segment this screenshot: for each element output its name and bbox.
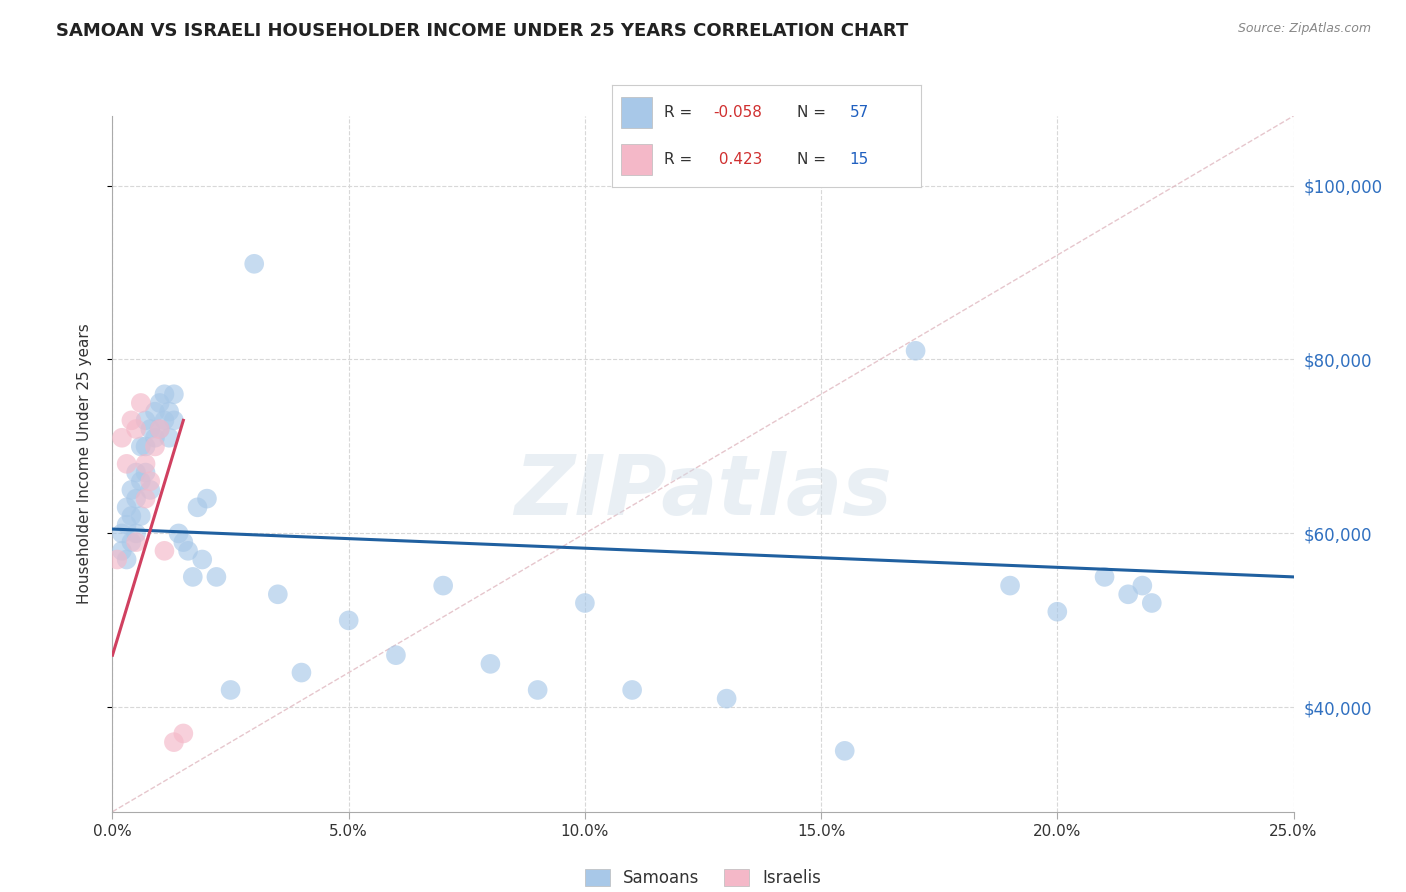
Point [143, 431, 166, 445]
Point [716, 691, 738, 706]
Point [1140, 596, 1163, 610]
Point [115, 500, 138, 515]
Point [177, 544, 200, 558]
Point [135, 491, 157, 506]
Point [479, 657, 502, 671]
Point [125, 466, 148, 480]
Text: N =: N = [797, 105, 831, 120]
Point [115, 457, 138, 471]
Point [574, 596, 596, 610]
Point [139, 422, 162, 436]
Point [129, 508, 152, 523]
Text: SAMOAN VS ISRAELI HOUSEHOLDER INCOME UNDER 25 YEARS CORRELATION CHART: SAMOAN VS ISRAELI HOUSEHOLDER INCOME UND… [56, 22, 908, 40]
Point [167, 526, 190, 541]
Point [337, 614, 360, 628]
Point [120, 535, 142, 549]
Point [157, 405, 180, 419]
Point [1130, 579, 1153, 593]
Point [149, 422, 172, 436]
Point [163, 413, 186, 427]
Point [834, 744, 856, 758]
Text: R =: R = [664, 105, 697, 120]
Point [621, 683, 644, 698]
Point [143, 440, 166, 454]
Point [1094, 570, 1116, 584]
Text: Source: ZipAtlas.com: Source: ZipAtlas.com [1237, 22, 1371, 36]
Point [120, 508, 142, 523]
Text: -0.058: -0.058 [714, 105, 762, 120]
Point [219, 683, 242, 698]
Point [105, 552, 128, 566]
Point [157, 431, 180, 445]
Point [120, 483, 142, 497]
FancyBboxPatch shape [621, 145, 652, 175]
Point [111, 526, 134, 541]
Point [153, 387, 176, 401]
Point [205, 570, 228, 584]
Point [153, 413, 176, 427]
Point [172, 535, 194, 549]
Point [149, 422, 172, 436]
Point [181, 570, 204, 584]
Point [243, 257, 266, 271]
Point [385, 648, 408, 662]
Point [135, 466, 157, 480]
Point [186, 500, 208, 515]
Point [163, 387, 186, 401]
Point [998, 579, 1021, 593]
Point [135, 413, 157, 427]
Point [129, 396, 152, 410]
Text: N =: N = [797, 153, 831, 167]
Point [135, 440, 157, 454]
Point [125, 422, 148, 436]
Point [149, 396, 172, 410]
Point [139, 475, 162, 489]
Text: 15: 15 [849, 153, 869, 167]
Point [432, 579, 454, 593]
Point [195, 491, 218, 506]
Point [129, 440, 152, 454]
Point [115, 517, 138, 532]
Point [1046, 605, 1069, 619]
Point [163, 735, 186, 749]
Point [111, 544, 134, 558]
Point [143, 405, 166, 419]
Point [120, 413, 142, 427]
Text: ZIPatlas: ZIPatlas [515, 451, 891, 533]
Point [115, 552, 138, 566]
Point [111, 431, 134, 445]
Point [290, 665, 312, 680]
Point [125, 491, 148, 506]
Text: R =: R = [664, 153, 697, 167]
Point [125, 535, 148, 549]
Point [125, 526, 148, 541]
Y-axis label: Householder Income Under 25 years: Householder Income Under 25 years [77, 324, 91, 604]
Point [139, 483, 162, 497]
Point [172, 726, 194, 740]
Point [267, 587, 290, 601]
Point [191, 552, 214, 566]
Point [129, 475, 152, 489]
Text: 57: 57 [849, 105, 869, 120]
FancyBboxPatch shape [621, 97, 652, 128]
Point [153, 544, 176, 558]
Point [1116, 587, 1139, 601]
Point [526, 683, 548, 698]
Point [135, 457, 157, 471]
Text: 0.423: 0.423 [714, 153, 762, 167]
Point [904, 343, 927, 358]
Legend: Samoans, Israelis: Samoans, Israelis [585, 869, 821, 887]
